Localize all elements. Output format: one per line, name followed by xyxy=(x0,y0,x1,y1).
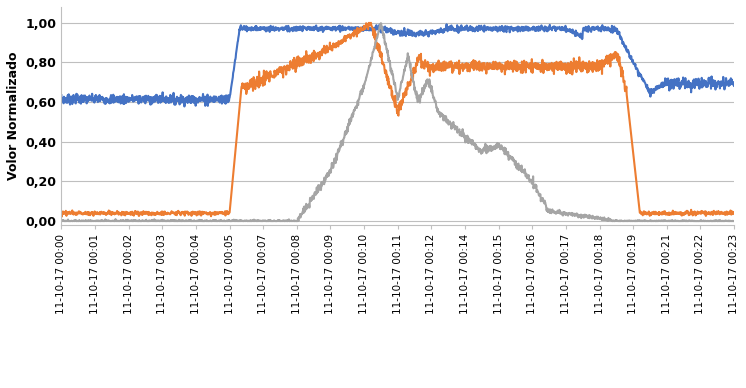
E Red total kWh xyxy=(663,211,672,216)
Line: Fp: Fp xyxy=(61,24,734,106)
E Pv total kWh xyxy=(377,21,386,26)
E Red total kWh xyxy=(176,212,185,217)
E Red total kWh xyxy=(730,210,739,215)
Fp xyxy=(442,22,451,27)
Fp xyxy=(674,76,683,81)
Fp xyxy=(175,95,184,100)
E Pv total kWh xyxy=(175,219,184,223)
E Pv total kWh xyxy=(663,219,672,223)
E Pv total kWh xyxy=(730,219,739,223)
Fp xyxy=(443,28,452,33)
E Pv total kWh xyxy=(673,219,682,223)
Fp xyxy=(663,76,672,81)
Line: E Red total kWh: E Red total kWh xyxy=(61,23,734,217)
Fp xyxy=(175,98,184,103)
E Red total kWh xyxy=(175,210,184,215)
Fp xyxy=(180,104,189,109)
E Red total kWh xyxy=(57,210,66,215)
E Red total kWh xyxy=(443,62,452,66)
E Pv total kWh xyxy=(57,219,66,223)
E Red total kWh xyxy=(57,214,66,219)
E Pv total kWh xyxy=(175,219,184,223)
Fp xyxy=(730,83,739,88)
Fp xyxy=(57,93,66,97)
E Pv total kWh xyxy=(597,216,606,220)
E Red total kWh xyxy=(365,21,374,25)
E Red total kWh xyxy=(674,211,683,215)
Fp xyxy=(598,25,606,29)
Y-axis label: Volor Normalizado: Volor Normalizado xyxy=(7,52,20,180)
Line: E Pv total kWh: E Pv total kWh xyxy=(61,23,734,221)
E Red total kWh xyxy=(598,58,606,62)
E Pv total kWh xyxy=(443,120,452,125)
